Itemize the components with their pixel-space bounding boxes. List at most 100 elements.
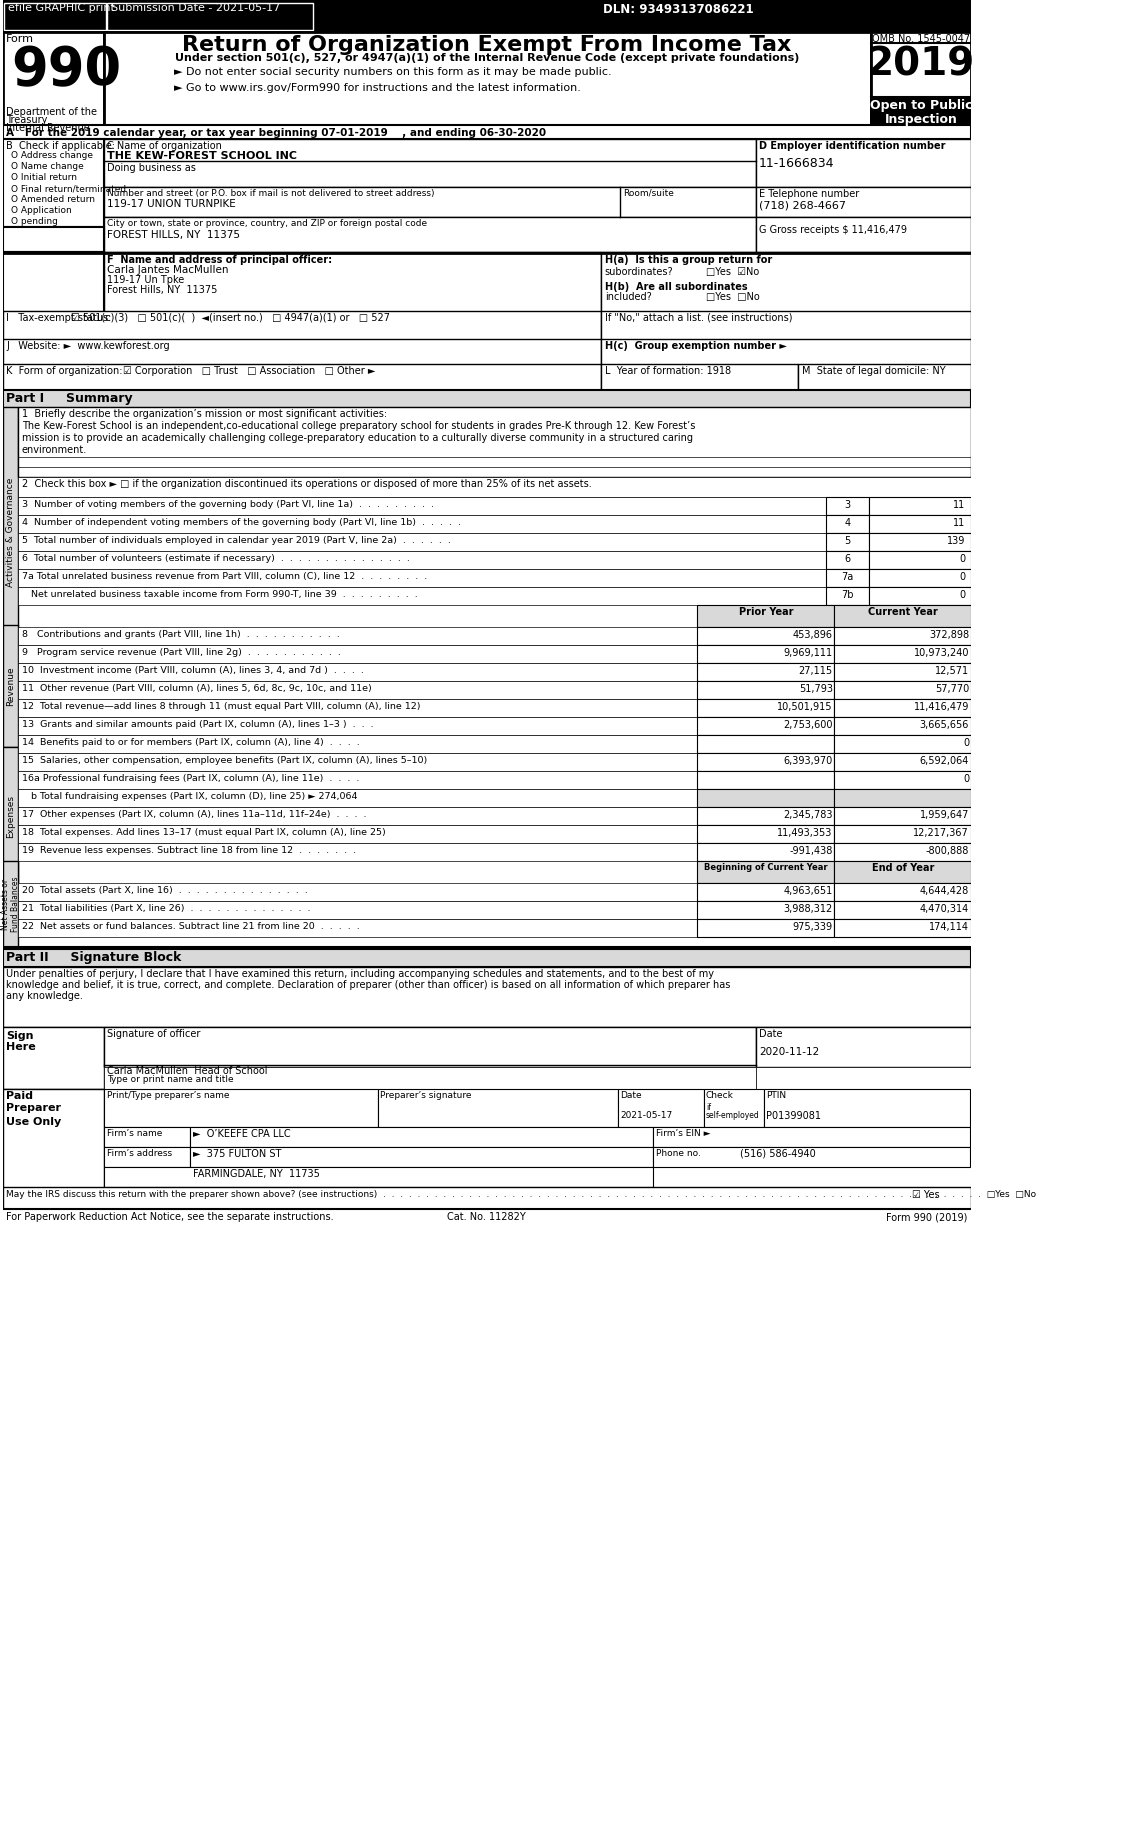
Bar — [18, 515, 825, 533]
Text: 1,959,647: 1,959,647 — [920, 809, 969, 820]
Text: Sign: Sign — [6, 1030, 34, 1041]
Text: Carla Jantes MacMullen: Carla Jantes MacMullen — [107, 265, 229, 276]
Text: ☑ Yes: ☑ Yes — [911, 1189, 939, 1200]
Text: 20  Total assets (Part X, line 16)  .  .  .  .  .  .  .  .  .  .  .  .  .  .  .: 20 Total assets (Part X, line 16) . . . … — [21, 886, 307, 895]
Text: Beginning of Current Year: Beginning of Current Year — [704, 862, 828, 871]
Bar — [18, 789, 698, 808]
Text: Form 990 (2019): Form 990 (2019) — [886, 1211, 968, 1222]
Text: H(c)  Group exemption number ►: H(c) Group exemption number ► — [605, 342, 787, 351]
Bar — [2, 227, 104, 252]
Text: mission is to provide an academically challenging college-preparatory education : mission is to provide an academically ch… — [21, 433, 692, 442]
Text: 119-17 UNION TURNPIKE: 119-17 UNION TURNPIKE — [107, 199, 236, 208]
Text: if: if — [706, 1104, 711, 1113]
Bar — [698, 663, 834, 681]
Text: environment.: environment. — [21, 446, 87, 455]
Text: O Application: O Application — [11, 206, 72, 216]
Text: Open to Public: Open to Public — [869, 99, 972, 111]
Text: 975,339: 975,339 — [793, 923, 833, 932]
Bar — [698, 919, 834, 937]
Text: 11: 11 — [953, 519, 965, 528]
Text: 2,753,600: 2,753,600 — [784, 720, 833, 731]
Text: Current Year: Current Year — [868, 607, 938, 618]
Bar — [868, 568, 971, 586]
Text: self-employed: self-employed — [706, 1111, 760, 1120]
Bar — [834, 861, 971, 882]
Text: 21  Total liabilities (Part X, line 26)  .  .  .  .  .  .  .  .  .  .  .  .  .  : 21 Total liabilities (Part X, line 26) .… — [21, 904, 310, 914]
Text: For Paperwork Reduction Act Notice, see the separate instructions.: For Paperwork Reduction Act Notice, see … — [6, 1211, 334, 1222]
Text: DLN: 93493137086221: DLN: 93493137086221 — [603, 4, 753, 16]
Text: 5  Total number of individuals employed in calendar year 2019 (Part V, line 2a) : 5 Total number of individuals employed i… — [21, 535, 450, 544]
Text: City or town, state or province, country, and ZIP or foreign postal code: City or town, state or province, country… — [107, 219, 428, 228]
Text: 174,114: 174,114 — [929, 923, 969, 932]
Text: 2  Check this box ► □ if the organization discontinued its operations or dispose: 2 Check this box ► □ if the organization… — [21, 479, 592, 490]
Bar — [18, 826, 698, 842]
Text: ► Go to www.irs.gov/Form990 for instructions and the latest information.: ► Go to www.irs.gov/Form990 for instruct… — [174, 82, 581, 93]
Bar — [18, 753, 698, 771]
Text: 0: 0 — [960, 590, 965, 599]
Text: 139: 139 — [947, 535, 965, 546]
Bar — [834, 919, 971, 937]
Text: O Initial return: O Initial return — [11, 174, 77, 183]
Text: 17  Other expenses (Part IX, column (A), lines 11a–11d, 11f–24e)  .  .  .  .: 17 Other expenses (Part IX, column (A), … — [21, 809, 366, 818]
Text: Submission Date - 2021-05-17: Submission Date - 2021-05-17 — [111, 4, 280, 13]
Text: M  State of legal domicile: NY: M State of legal domicile: NY — [802, 365, 945, 376]
Text: 8   Contributions and grants (Part VIII, line 1h)  .  .  .  .  .  .  .  .  .  . : 8 Contributions and grants (Part VIII, l… — [21, 630, 340, 639]
Text: O Address change: O Address change — [11, 152, 94, 161]
Text: 5: 5 — [844, 535, 850, 546]
Text: 990: 990 — [11, 44, 122, 97]
Text: 6  Total number of volunteers (estimate if necessary)  .  .  .  .  .  .  .  .  .: 6 Total number of volunteers (estimate i… — [21, 554, 410, 563]
Text: Under penalties of perjury, I declare that I have examined this return, includin: Under penalties of perjury, I declare th… — [6, 968, 715, 979]
Text: included?: included? — [605, 292, 651, 301]
Text: -800,888: -800,888 — [926, 846, 969, 857]
Bar — [18, 552, 825, 568]
Text: J   Website: ►  www.kewforest.org: J Website: ► www.kewforest.org — [6, 342, 169, 351]
Text: 453,896: 453,896 — [793, 630, 833, 639]
Bar — [18, 533, 825, 552]
Text: ☑ 501(c)(3)   □ 501(c)(  )  ◄(insert no.)   □ 4947(a)(1) or   □ 527: ☑ 501(c)(3) □ 501(c)( ) ◄(insert no.) □ … — [71, 312, 391, 323]
Text: O Amended return: O Amended return — [11, 195, 95, 205]
Text: 4,470,314: 4,470,314 — [920, 904, 969, 914]
Bar — [104, 1127, 190, 1147]
Text: 13  Grants and similar amounts paid (Part IX, column (A), lines 1–3 )  .  .  .: 13 Grants and similar amounts paid (Part… — [21, 720, 374, 729]
Text: Return of Organization Exempt From Income Tax: Return of Organization Exempt From Incom… — [183, 35, 791, 55]
Text: Preparer: Preparer — [6, 1104, 61, 1113]
Bar — [18, 586, 825, 605]
Text: 6,393,970: 6,393,970 — [784, 756, 833, 766]
Text: 11,416,479: 11,416,479 — [913, 702, 969, 713]
Text: Expenses: Expenses — [6, 795, 15, 839]
Text: 7b: 7b — [841, 590, 854, 599]
Text: P01399081: P01399081 — [765, 1111, 821, 1122]
Text: 3,665,656: 3,665,656 — [920, 720, 969, 731]
Text: Treasury: Treasury — [6, 115, 47, 124]
Bar — [698, 789, 834, 808]
Text: 12,217,367: 12,217,367 — [913, 828, 969, 839]
Bar — [619, 1089, 704, 1127]
Bar — [698, 700, 834, 716]
Bar — [190, 1147, 653, 1167]
Bar — [834, 808, 971, 826]
Text: F  Name and address of principal officer:: F Name and address of principal officer: — [107, 256, 332, 265]
Bar — [798, 364, 971, 389]
Bar — [104, 139, 755, 186]
Bar — [698, 627, 834, 645]
Text: 9,969,111: 9,969,111 — [784, 649, 833, 658]
Bar — [2, 124, 971, 139]
Bar — [18, 407, 971, 477]
Text: Forest Hills, NY  11375: Forest Hills, NY 11375 — [107, 285, 218, 294]
Text: THE KEW-FOREST SCHOOL INC: THE KEW-FOREST SCHOOL INC — [107, 152, 297, 161]
Bar — [2, 1188, 971, 1209]
Bar — [825, 533, 868, 552]
Bar — [698, 882, 834, 901]
Bar — [2, 252, 104, 312]
Text: Department of the: Department of the — [6, 108, 97, 117]
Bar — [868, 533, 971, 552]
Text: (516) 586-4940: (516) 586-4940 — [741, 1149, 816, 1158]
Text: b Total fundraising expenses (Part IX, column (D), line 25) ► 274,064: b Total fundraising expenses (Part IX, c… — [21, 791, 357, 800]
Bar — [2, 625, 18, 747]
Text: 6,592,064: 6,592,064 — [920, 756, 969, 766]
Bar — [868, 515, 971, 533]
Text: 4,644,428: 4,644,428 — [920, 886, 969, 895]
Text: 0: 0 — [960, 554, 965, 565]
Text: Paid: Paid — [6, 1091, 33, 1102]
Bar — [104, 186, 755, 217]
